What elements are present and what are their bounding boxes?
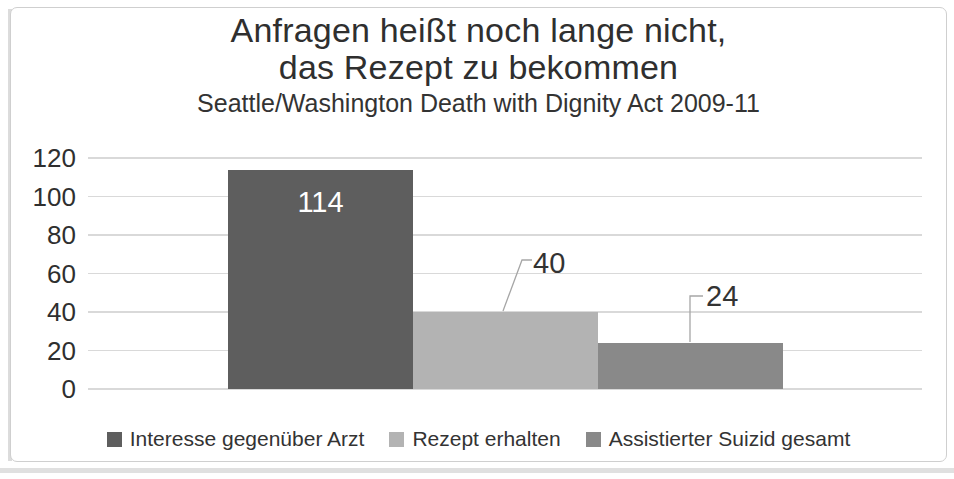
legend-item-rezept-erhalten: Rezept erhalten	[389, 427, 560, 451]
legend-item-assistierter-suizid-gesamt: Assistierter Suizid gesamt	[586, 427, 851, 451]
bar-assistierter-suizid-gesamt	[598, 343, 783, 389]
gridline-60	[88, 273, 922, 275]
data-label-rezept-erhalten: 40	[533, 248, 565, 278]
bottom-edge-strip	[0, 468, 954, 473]
y-axis-tick-label-120: 120	[6, 144, 76, 172]
legend-label: Rezept erhalten	[412, 427, 560, 451]
legend-swatch-icon	[586, 432, 601, 447]
gridline-80	[88, 234, 922, 236]
legend-swatch-icon	[389, 432, 404, 447]
y-axis-tick-label-60: 60	[6, 260, 76, 288]
chart-title-line-2: das Rezept zu bekommen	[10, 49, 947, 86]
gridline-120	[88, 157, 922, 159]
legend-label: Interesse gegenüber Arzt	[130, 427, 365, 451]
gridline-100	[88, 196, 922, 198]
chart-title-line-1: Anfragen heißt noch lange nicht,	[10, 12, 947, 49]
bar-rezept-erhalten	[413, 312, 598, 389]
legend: Interesse gegenüber Arzt Rezept erhalten A…	[10, 424, 947, 454]
data-label-assistierter-suizid-gesamt: 24	[706, 281, 738, 311]
y-axis-tick-label-40: 40	[6, 298, 76, 326]
y-axis-tick-label-0: 0	[6, 375, 76, 403]
legend-label: Assistierter Suizid gesamt	[609, 427, 851, 451]
legend-swatch-icon	[107, 432, 122, 447]
data-label-interesse-gegenuber-arzt: 114	[228, 187, 413, 217]
chart-title: Anfragen heißt noch lange nicht, das Rez…	[10, 12, 947, 86]
chart-image: Anfragen heißt noch lange nicht, das Rez…	[0, 0, 954, 479]
chart-subtitle: Seattle/Washington Death with Dignity Ac…	[10, 90, 947, 117]
y-axis-tick-label-80: 80	[6, 221, 76, 249]
legend-item-interesse-gegenuber-arzt: Interesse gegenüber Arzt	[107, 427, 365, 451]
y-axis-tick-label-100: 100	[6, 183, 76, 211]
y-axis-tick-label-20: 20	[6, 337, 76, 365]
